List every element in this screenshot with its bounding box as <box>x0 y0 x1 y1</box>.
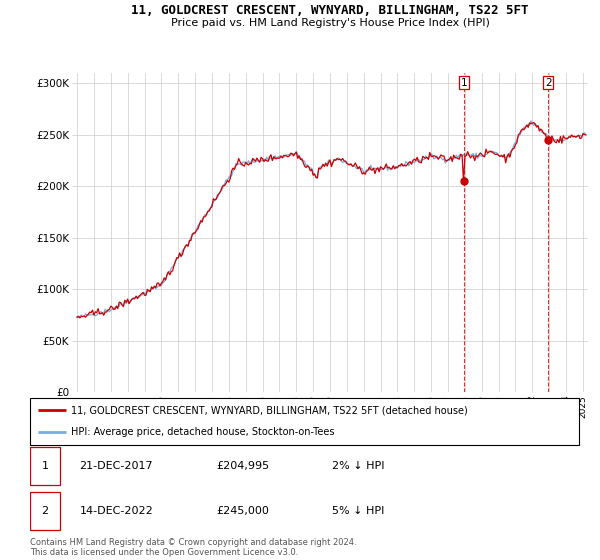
FancyBboxPatch shape <box>30 492 60 530</box>
Text: 5% ↓ HPI: 5% ↓ HPI <box>332 506 385 516</box>
Text: 1: 1 <box>41 461 49 471</box>
Text: 2: 2 <box>545 78 551 87</box>
Text: 21-DEC-2017: 21-DEC-2017 <box>79 461 153 471</box>
Text: £245,000: £245,000 <box>217 506 269 516</box>
Text: 14-DEC-2022: 14-DEC-2022 <box>79 506 153 516</box>
FancyBboxPatch shape <box>30 398 579 445</box>
Text: 11, GOLDCREST CRESCENT, WYNYARD, BILLINGHAM, TS22 5FT (detached house): 11, GOLDCREST CRESCENT, WYNYARD, BILLING… <box>71 405 468 416</box>
Text: 11, GOLDCREST CRESCENT, WYNYARD, BILLINGHAM, TS22 5FT: 11, GOLDCREST CRESCENT, WYNYARD, BILLING… <box>131 4 529 17</box>
Text: 2: 2 <box>41 506 49 516</box>
FancyBboxPatch shape <box>30 447 60 485</box>
Text: Contains HM Land Registry data © Crown copyright and database right 2024.
This d: Contains HM Land Registry data © Crown c… <box>30 538 356 557</box>
Text: 1: 1 <box>461 78 467 87</box>
Text: 2% ↓ HPI: 2% ↓ HPI <box>332 461 385 471</box>
Text: Price paid vs. HM Land Registry's House Price Index (HPI): Price paid vs. HM Land Registry's House … <box>170 18 490 28</box>
Text: £204,995: £204,995 <box>217 461 270 471</box>
Text: HPI: Average price, detached house, Stockton-on-Tees: HPI: Average price, detached house, Stoc… <box>71 427 335 437</box>
